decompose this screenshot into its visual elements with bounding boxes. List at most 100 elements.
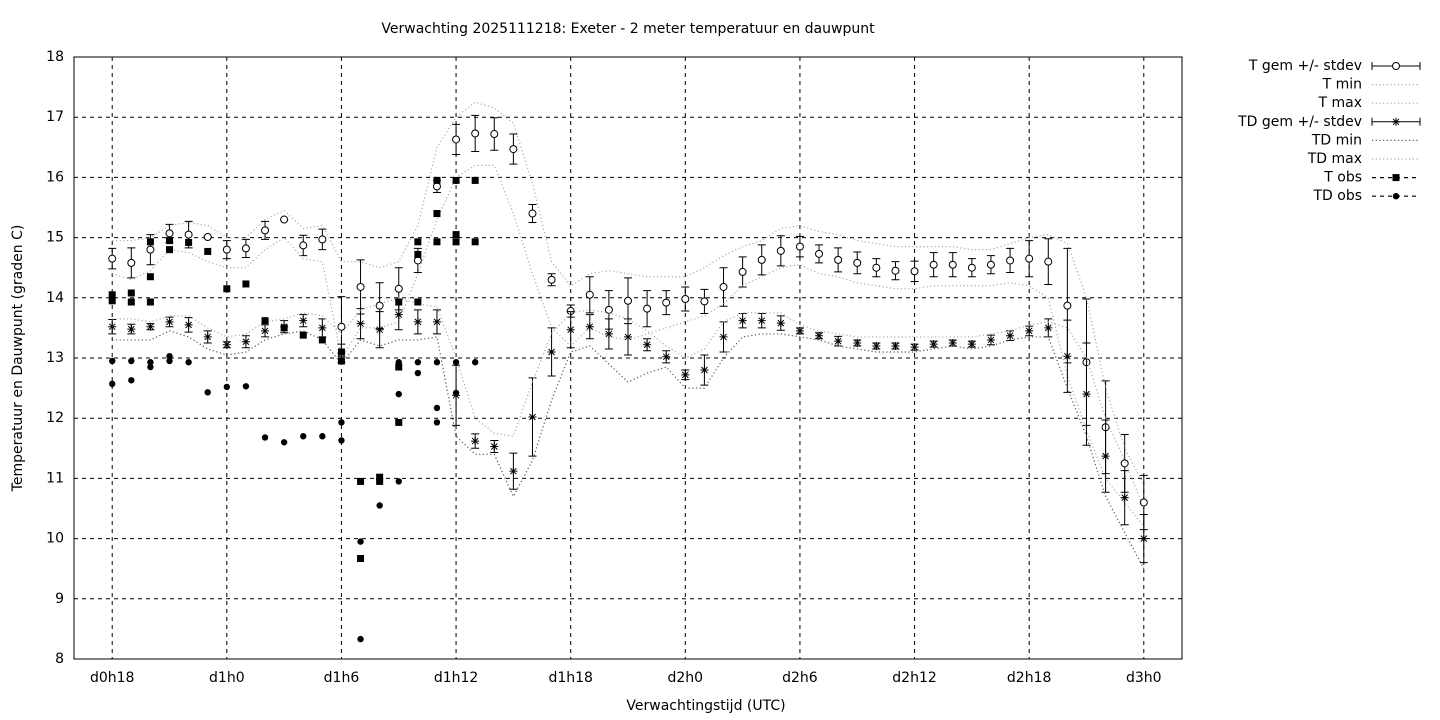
point [147,363,154,371]
y-tick-label: 9 [55,591,64,607]
point [547,275,556,284]
point [146,273,154,281]
y-tick-label: 14 [46,290,64,306]
point [280,439,288,446]
point [395,390,402,398]
point [432,182,441,191]
y-tick-label: 18 [46,49,64,65]
legend-label: T obs [1323,170,1362,186]
point [681,295,690,304]
y-axis-label: Temperatuur en Dauwpunt (graden C) [10,225,26,493]
point [222,245,231,254]
point [1006,331,1015,340]
point [184,230,193,239]
point [414,369,422,377]
y-tick-label: 16 [46,169,64,185]
point [910,343,919,352]
point [395,418,403,426]
x-tick-label: d1h0 [209,670,245,686]
point [490,130,499,139]
point [585,322,594,331]
point [376,502,383,509]
x-tick-label: d2h0 [668,670,704,686]
point [1139,498,1148,507]
point [108,322,117,331]
point [815,249,824,258]
point [433,238,441,246]
point [643,340,652,349]
point [433,359,441,366]
point [1025,326,1034,335]
x-tick-label: d0h18 [90,670,134,686]
point [986,260,995,269]
point [681,370,690,379]
point [127,298,135,306]
point [414,359,422,366]
point [1063,352,1072,361]
point [375,325,384,334]
point [337,322,346,331]
point [509,467,518,476]
point [357,554,365,562]
point [280,324,288,332]
y-tick-label: 10 [46,531,64,547]
point [280,215,289,224]
point [719,282,728,291]
range-line [112,297,1145,509]
x-tick-label: d1h18 [548,670,592,686]
y-tick-label: 12 [46,410,64,426]
point [414,238,422,246]
x-tick-label: d2h12 [892,670,936,686]
point [929,340,938,349]
point [356,319,365,328]
point [1082,390,1091,399]
point [184,320,193,329]
point [318,323,327,332]
y-tick-label: 11 [46,470,64,486]
x-tick-label: d2h18 [1007,670,1051,686]
point [241,244,250,253]
y-tick-label: 13 [46,350,64,366]
point [356,282,365,291]
point [357,477,365,485]
legend-label: TD max [1307,151,1362,167]
point [300,433,307,440]
point [146,322,155,331]
point [299,316,308,325]
legend-label: TD min [1311,132,1362,148]
point [146,298,154,306]
point [204,247,212,255]
point [967,340,976,349]
point [853,258,862,267]
point [376,473,384,481]
point [432,317,441,326]
point [1006,256,1015,265]
point [203,332,212,341]
point [1392,117,1400,126]
legend-label: T min [1322,77,1362,93]
point [338,419,345,426]
point [108,291,116,299]
point [165,317,174,326]
point [929,260,938,269]
point [700,366,709,375]
y-tick-label: 15 [46,230,64,246]
point [624,296,632,305]
point [891,266,900,275]
point [624,332,632,341]
point [853,338,862,347]
point [1392,193,1400,200]
point [337,348,345,356]
point [834,337,843,346]
point [452,389,460,397]
point [1063,301,1072,310]
point [471,359,479,366]
point [146,238,154,246]
point [471,129,480,138]
x-tick-label: d3h0 [1126,670,1162,686]
point [128,357,135,365]
point [394,284,403,293]
point [376,477,384,485]
chart-title: Verwachting 2025111218: Exeter - 2 meter… [381,21,875,37]
point [452,231,460,239]
